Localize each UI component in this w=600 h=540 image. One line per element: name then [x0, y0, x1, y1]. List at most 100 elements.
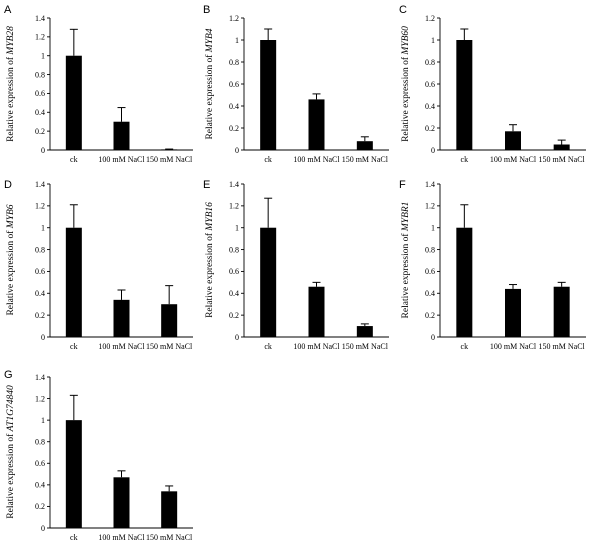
y-tick-label: 0.2	[425, 311, 435, 320]
bar-2	[113, 121, 130, 150]
y-tick-label: 1	[431, 224, 435, 233]
panel-letter: C	[399, 4, 407, 16]
y-tick-label: 1	[235, 36, 239, 45]
category-label: 150 mM NaCl	[539, 342, 586, 351]
y-tick-label: 0.8	[35, 245, 45, 254]
y-tick-label: 0.8	[425, 245, 435, 254]
y-tick-label: 1	[41, 416, 45, 425]
y-tick-label: 1.2	[229, 202, 239, 211]
category-label: 100 mM NaCl	[293, 155, 340, 164]
panel-e: E 0 0.2 0.4 0.6 0.8 1 1.2 1.4 Relative expression…	[203, 179, 389, 351]
y-tick-label: 0.2	[425, 124, 435, 133]
bar-3	[356, 326, 373, 337]
y-tick-label: 1.4	[229, 180, 239, 189]
y-tick-label: 0	[41, 524, 45, 533]
bar-1	[456, 227, 473, 337]
category-label: 150 mM NaCl	[342, 342, 389, 351]
bar-2	[308, 286, 325, 337]
category-label: 100 mM NaCl	[490, 155, 537, 164]
y-tick-label: 0.4	[35, 108, 45, 117]
category-label: 150 mM NaCl	[146, 533, 193, 540]
y-tick-label: 1	[431, 36, 435, 45]
gene-name: MYBR1	[401, 202, 411, 233]
y-tick-label: 1.2	[425, 202, 435, 211]
y-tick-label: 0	[41, 146, 45, 155]
y-tick-label: 0	[431, 333, 435, 342]
bar-1	[65, 227, 82, 337]
bar-1	[456, 40, 473, 150]
bar-3	[161, 491, 178, 528]
panel-d: D 0 0.2 0.4 0.6 0.8 1 1.2 1.4 Relative expression…	[4, 179, 193, 351]
gene-name: MYB16	[205, 202, 215, 232]
y-tick-label: 1.2	[35, 33, 45, 42]
y-tick-label: 0.8	[229, 58, 239, 67]
y-tick-label: 1.2	[35, 202, 45, 211]
bar-2	[113, 477, 130, 528]
category-label: 150 mM NaCl	[146, 155, 193, 164]
category-label: 150 mM NaCl	[146, 342, 193, 351]
bar-3	[553, 286, 570, 337]
y-tick-label: 0	[41, 333, 45, 342]
y-tick-label: 0.4	[35, 289, 45, 298]
y-tick-label: 1.4	[425, 180, 435, 189]
y-axis-label: Relative expression of AT1G74840	[5, 385, 16, 519]
y-axis-label: Relative expression of MYB6	[5, 204, 16, 315]
y-tick-label: 1	[235, 224, 239, 233]
panel-letter: D	[4, 179, 12, 191]
y-tick-label: 0.6	[425, 80, 435, 89]
y-tick-label: 0.8	[425, 58, 435, 67]
y-axis-label: Relative expression of MYBR1	[400, 202, 411, 319]
y-tick-label: 0.2	[229, 311, 239, 320]
panel-letter: E	[203, 179, 210, 191]
y-tick-label: 0.4	[425, 102, 435, 111]
y-tick-label: 1	[41, 52, 45, 61]
bar-1	[65, 420, 82, 528]
y-tick-label: 1	[41, 224, 45, 233]
bar-1	[260, 227, 277, 337]
category-label: 100 mM NaCl	[98, 155, 145, 164]
y-tick-label: 1.2	[35, 394, 45, 403]
panel-f: F 0 0.2 0.4 0.6 0.8 1 1.2 1.4 Relative expression…	[399, 179, 586, 351]
panel-g: G 0 0.2 0.4 0.6 0.8 1 1.2 1.4 Relative expression…	[4, 369, 193, 540]
bar-3	[356, 141, 373, 150]
y-axis-label: Relative expression of MYB4	[204, 28, 215, 139]
y-tick-label: 0	[235, 333, 239, 342]
panel-letter: F	[399, 179, 406, 191]
y-tick-label: 0.6	[35, 267, 45, 276]
y-tick-label: 0.6	[229, 267, 239, 276]
y-axis-label: Relative expression of MYB16	[204, 202, 215, 318]
gene-name: MYB6	[6, 204, 16, 229]
panel-c: C 0 0.2 0.4 0.6 0.8 1 1.2 Relative expression of…	[399, 4, 586, 164]
y-tick-label: 0.2	[229, 124, 239, 133]
y-axis-label: Relative expression of MYB60	[400, 26, 411, 142]
category-label: ck	[264, 155, 272, 164]
bar-3	[553, 144, 570, 150]
y-tick-label: 0.6	[35, 459, 45, 468]
bar-3	[161, 304, 178, 337]
y-tick-label: 0.2	[35, 502, 45, 511]
y-tick-label: 0.8	[35, 438, 45, 447]
category-label: ck	[461, 342, 469, 351]
y-tick-label: 1.4	[35, 180, 45, 189]
y-tick-label: 0.4	[229, 102, 239, 111]
category-label: ck	[264, 342, 272, 351]
category-label: 150 mM NaCl	[342, 155, 389, 164]
panel-letter: B	[203, 4, 210, 16]
y-tick-label: 0.2	[35, 311, 45, 320]
bar-1	[260, 40, 277, 150]
bar-2	[505, 131, 521, 150]
y-tick-label: 1.4	[35, 373, 45, 382]
category-label: 150 mM NaCl	[539, 155, 586, 164]
bar-2	[308, 99, 325, 150]
category-label: 100 mM NaCl	[490, 342, 537, 351]
panel-letter: A	[4, 4, 12, 16]
y-axis-label: Relative expression of MYB28	[5, 26, 16, 142]
y-tick-label: 0.8	[229, 245, 239, 254]
y-tick-label: 0.4	[35, 481, 45, 490]
y-tick-label: 0.8	[35, 70, 45, 79]
bar-2	[505, 288, 521, 337]
category-label: 100 mM NaCl	[98, 533, 145, 540]
y-tick-label: 0.2	[35, 127, 45, 136]
